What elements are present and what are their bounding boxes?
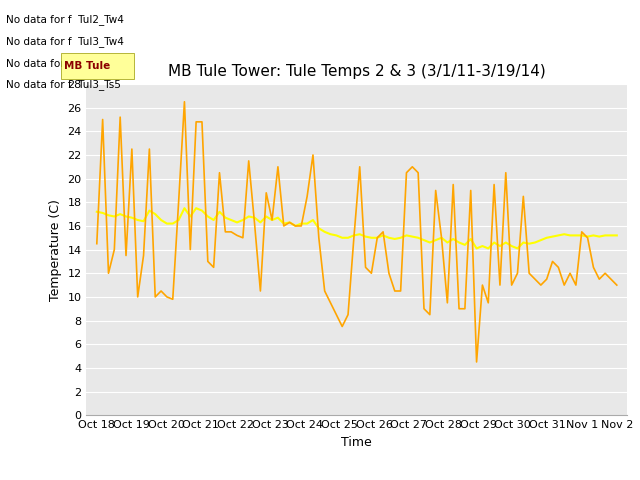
Text: No data for f  Tul3_Tw4: No data for f Tul3_Tw4	[6, 36, 124, 47]
Text: MB Tule: MB Tule	[64, 61, 110, 71]
Text: No data for f  Tul2_Tw4: No data for f Tul2_Tw4	[6, 14, 124, 25]
Text: No data for f  Tul3_Ts5: No data for f Tul3_Ts5	[6, 79, 121, 90]
Y-axis label: Temperature (C): Temperature (C)	[49, 199, 61, 300]
Title: MB Tule Tower: Tule Temps 2 & 3 (3/1/11-3/19/14): MB Tule Tower: Tule Temps 2 & 3 (3/1/11-…	[168, 64, 546, 79]
X-axis label: Time: Time	[341, 436, 372, 449]
Text: No data for f  Tul3_Ts2: No data for f Tul3_Ts2	[6, 58, 121, 69]
